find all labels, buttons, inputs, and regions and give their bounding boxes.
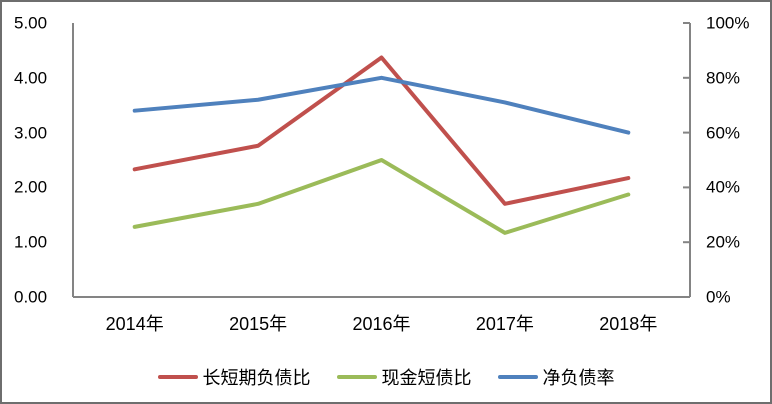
y-axis-tick-label-right: 80% xyxy=(706,68,741,88)
x-axis-category-label: 2018年 xyxy=(599,314,658,334)
x-axis-category-label: 2014年 xyxy=(105,314,164,334)
legend-line-swatch xyxy=(157,375,198,379)
y-axis-tick-label-right: 0% xyxy=(706,287,731,307)
x-axis-category-label: 2017年 xyxy=(475,314,534,334)
chart-legend: 长短期负债比 现金短债比 净负债率 xyxy=(2,364,770,390)
series-line-left xyxy=(132,158,631,235)
y-axis-tick-label-left: 5.00 xyxy=(14,13,48,33)
y-axis-tick-label-right: 40% xyxy=(706,177,741,197)
series-line-right xyxy=(132,75,631,135)
legend-line-swatch xyxy=(336,375,377,379)
y-axis-tick-label-left: 0.00 xyxy=(14,287,48,307)
x-axis-category-label: 2016年 xyxy=(352,314,411,334)
legend-item: 净负债率 xyxy=(497,364,615,390)
legend-label: 长短期负债比 xyxy=(202,368,311,388)
y-axis-tick-label-left: 4.00 xyxy=(14,68,48,88)
legend-item: 现金短债比 xyxy=(336,364,472,390)
legend-label: 现金短债比 xyxy=(381,368,472,388)
y-axis-tick-label-left: 1.00 xyxy=(14,232,48,252)
y-axis-tick-label-right: 100% xyxy=(706,13,750,33)
y-axis-tick-label-left: 3.00 xyxy=(14,123,48,143)
y-axis-tick-label-right: 20% xyxy=(706,232,741,252)
x-axis-category-label: 2015年 xyxy=(229,314,288,334)
y-axis-tick-label-left: 2.00 xyxy=(14,177,48,197)
legend-line-swatch xyxy=(497,375,538,379)
series-line-left xyxy=(132,55,631,206)
y-axis-tick-label-right: 60% xyxy=(706,123,741,143)
legend-label: 净负债率 xyxy=(542,368,615,388)
legend-item: 长短期负债比 xyxy=(157,364,311,390)
